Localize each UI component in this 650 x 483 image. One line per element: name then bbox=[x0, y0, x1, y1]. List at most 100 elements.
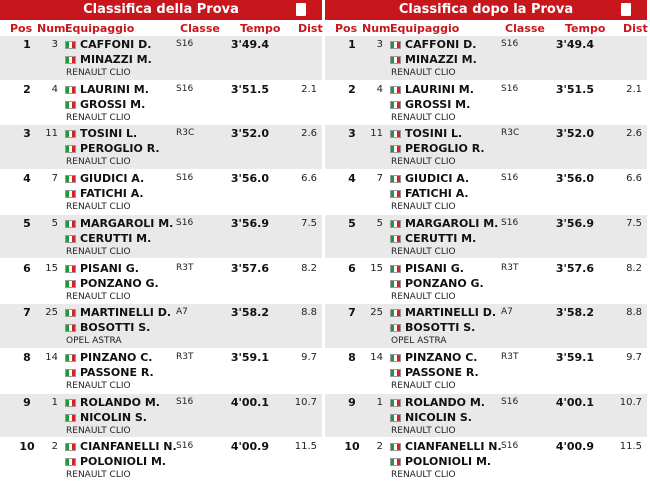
car-number: 2 bbox=[376, 441, 383, 453]
class: S16 bbox=[501, 441, 519, 452]
car-number: 11 bbox=[370, 128, 383, 140]
position: 4 bbox=[23, 172, 31, 186]
print-icon[interactable] bbox=[621, 3, 631, 16]
position: 9 bbox=[23, 395, 31, 409]
codriver: FATICHI A. bbox=[405, 187, 469, 201]
result-row: 8 14 PINZANO C. PASSONE R. RENAULT CLIO R3T 3'… bbox=[325, 348, 647, 394]
codriver: NICOLIN S. bbox=[80, 410, 147, 424]
panel-header: Classifica della Prova bbox=[0, 0, 322, 20]
time: 3'59.1 bbox=[230, 350, 269, 364]
class: S16 bbox=[176, 396, 194, 407]
car-number: 4 bbox=[51, 83, 58, 95]
flag-icon bbox=[390, 145, 401, 154]
gap: 9.7 bbox=[301, 351, 317, 363]
car-model: RENAULT CLIO bbox=[391, 68, 456, 78]
codriver: CERUTTI M. bbox=[405, 231, 477, 245]
column-header: Tempo bbox=[240, 22, 281, 35]
car-model: RENAULT CLIO bbox=[391, 380, 456, 391]
column-header: Num bbox=[37, 22, 66, 35]
class: R3C bbox=[501, 128, 520, 139]
result-row: 6 15 PISANI G. PONZANO G. RENAULT CLIO R3T 3'5… bbox=[0, 259, 322, 305]
column-header: Equipaggio bbox=[65, 22, 135, 35]
class: R3C bbox=[176, 128, 195, 139]
flag-icon bbox=[65, 368, 76, 377]
flag-icon bbox=[65, 145, 76, 154]
driver: CAFFONI D. bbox=[80, 38, 152, 51]
result-row: 2 4 LAURINI M. GROSSI M. RENAULT CLIO S16 3'51… bbox=[0, 80, 322, 126]
codriver: NICOLIN S. bbox=[405, 410, 472, 424]
flag-icon bbox=[65, 130, 76, 139]
car-number: 7 bbox=[51, 173, 58, 185]
flag-icon bbox=[65, 41, 76, 49]
class: S16 bbox=[501, 83, 519, 94]
car-model: RENAULT CLIO bbox=[391, 291, 456, 302]
flag-icon bbox=[390, 458, 401, 467]
panel-title: Classifica dopo la Prova bbox=[398, 2, 574, 17]
driver: LAURINI M. bbox=[405, 82, 474, 96]
print-icon[interactable] bbox=[296, 3, 306, 16]
results-panel: Classifica della Prova Pos Num Equipaggio Cl… bbox=[0, 0, 323, 483]
position: 6 bbox=[348, 261, 356, 275]
codriver: POLONIOLI M. bbox=[80, 455, 167, 469]
codriver: CERUTTI M. bbox=[80, 231, 152, 245]
codriver: POLONIOLI M. bbox=[405, 455, 492, 469]
car-number: 11 bbox=[45, 128, 58, 140]
driver: ROLANDO M. bbox=[405, 395, 485, 409]
car-number: 2 bbox=[51, 441, 58, 453]
driver: CAFFONI D. bbox=[405, 38, 477, 51]
time: 3'52.0 bbox=[555, 127, 594, 141]
flag-icon bbox=[65, 219, 76, 228]
class: S16 bbox=[176, 39, 194, 49]
position: 9 bbox=[348, 395, 356, 409]
driver: CIANFANELLI N. bbox=[80, 440, 177, 454]
codriver: BOSOTTI S. bbox=[405, 321, 476, 335]
class: R3T bbox=[176, 351, 194, 362]
result-row: 4 7 GIUDICI A. FATICHI A. RENAULT CLIO S16 3'5… bbox=[325, 170, 647, 215]
gap: 7.5 bbox=[301, 217, 317, 229]
position: 2 bbox=[23, 82, 31, 96]
car-number: 25 bbox=[370, 307, 383, 319]
time: 3'51.5 bbox=[555, 82, 594, 96]
class: R3T bbox=[501, 351, 519, 362]
flag-icon bbox=[390, 85, 401, 94]
result-row: 9 1 ROLANDO M. NICOLIN S. RENAULT CLIO S16 4'0… bbox=[0, 393, 322, 439]
flag-icon bbox=[390, 309, 401, 318]
codriver: MINAZZI M. bbox=[80, 53, 152, 66]
driver: PISANI G. bbox=[405, 261, 464, 275]
gap: 8.2 bbox=[301, 262, 317, 274]
position: 8 bbox=[348, 350, 356, 364]
result-row: 2 4 LAURINI M. GROSSI M. RENAULT CLIO S16 3'51… bbox=[325, 80, 647, 126]
gap: 8.8 bbox=[301, 307, 317, 319]
time: 3'49.4 bbox=[555, 38, 594, 51]
codriver: PEROGLIO R. bbox=[80, 142, 160, 156]
gap: 10.7 bbox=[619, 396, 642, 408]
flag-icon bbox=[390, 368, 401, 377]
column-header: Pos bbox=[10, 22, 33, 35]
car-number: 5 bbox=[51, 217, 58, 229]
car-model: RENAULT CLIO bbox=[66, 470, 131, 481]
result-row: 5 5 MARGAROLI M. CERUTTI M. RENAULT CLIO S16 3… bbox=[0, 214, 322, 260]
time: 3'58.2 bbox=[555, 306, 594, 320]
codriver: PEROGLIO R. bbox=[405, 142, 485, 156]
result-row: 3 11 TOSINI L. PEROGLIO R. RENAULT CLIO R3C 3'… bbox=[0, 125, 322, 171]
flag-icon bbox=[390, 398, 401, 407]
position: 7 bbox=[348, 306, 356, 320]
result-row: 10 2 CIANFANELLI N. POLONIOLI M. RENAULT CLI… bbox=[0, 438, 322, 483]
result-row: 8 14 PINZANO C. PASSONE R. RENAULT CLIO R3T 3'… bbox=[0, 348, 322, 394]
class: S16 bbox=[501, 396, 519, 407]
car-number: 14 bbox=[370, 351, 383, 363]
time: 3'57.6 bbox=[555, 261, 594, 275]
gap: 8.8 bbox=[626, 307, 642, 319]
car-model: RENAULT CLIO bbox=[66, 68, 131, 78]
flag-icon bbox=[390, 324, 401, 333]
car-number: 15 bbox=[45, 262, 58, 274]
driver: GIUDICI A. bbox=[405, 172, 470, 186]
position: 1 bbox=[23, 38, 31, 51]
car-model: RENAULT CLIO bbox=[66, 380, 131, 391]
time: 3'51.5 bbox=[230, 82, 269, 96]
result-row: 6 15 PISANI G. PONZANO G. RENAULT CLIO R3T 3'5… bbox=[325, 259, 647, 305]
gap: 7.5 bbox=[626, 217, 642, 229]
time: 3'56.0 bbox=[230, 172, 269, 186]
time: 4'00.1 bbox=[555, 395, 594, 409]
